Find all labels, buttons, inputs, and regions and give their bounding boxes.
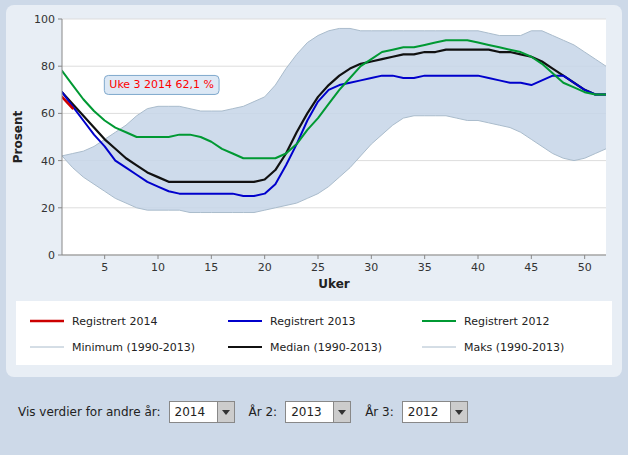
dropdown-arrow[interactable]: [333, 402, 350, 422]
y-axis: [62, 19, 63, 255]
tick: [478, 255, 479, 259]
x-axis: [62, 255, 606, 256]
tick: [58, 19, 62, 20]
legend-entry: Registrert 2012: [464, 315, 549, 328]
series-line: [62, 76, 606, 196]
dropdown-value: 2013: [291, 405, 322, 419]
tick-label: 40: [41, 155, 55, 168]
legend-entry: Maks (1990-2013): [464, 341, 564, 354]
dropdown-value: 2012: [408, 405, 439, 419]
x-axis-label: Uker: [318, 277, 350, 291]
legend-background: [16, 301, 612, 365]
tick-label: 100: [34, 13, 55, 26]
legend-entry: Median (1990-2013): [270, 341, 382, 354]
tick-label: 10: [151, 261, 165, 274]
dropdown[interactable]: 2013: [285, 401, 351, 423]
tick-label: 50: [578, 261, 592, 274]
legend-entry: Minimum (1990-2013): [72, 341, 195, 354]
legend-swatch: [422, 347, 456, 348]
legend-swatch: [228, 346, 262, 348]
series-line: [62, 97, 73, 109]
legend: Registrert 2014 Registrert 2013 Registrert…: [16, 301, 612, 365]
tick: [531, 255, 532, 259]
tick: [211, 255, 212, 259]
legend-entry: Registrert 2013: [270, 315, 355, 328]
plot-background: [62, 19, 606, 255]
dropdown[interactable]: 2012: [402, 401, 468, 423]
tick-label: 25: [311, 261, 325, 274]
tick: [584, 255, 585, 259]
tick: [318, 255, 319, 259]
chart: 0 20 40 60 80 100 5 10 15 20 25 30 35 40 45 50 Uker Prose…: [6, 5, 622, 377]
tick: [371, 255, 372, 259]
tick-label: 40: [471, 261, 485, 274]
tick-label: 60: [41, 107, 55, 120]
card: 0 20 40 60 80 100 5 10 15 20 25 30 35 40 45 50 Uker Prose…: [6, 5, 622, 377]
tick-label: 0: [48, 249, 55, 262]
tick: [58, 207, 62, 208]
tick-label: 20: [41, 202, 55, 215]
tick-label: 35: [418, 261, 432, 274]
tick: [58, 160, 62, 161]
tick: [158, 255, 159, 259]
tick: [264, 255, 265, 259]
tick-label: 15: [204, 261, 218, 274]
series-line: [62, 116, 606, 213]
control-label: År 3:: [365, 405, 394, 419]
dropdown-arrow[interactable]: [450, 402, 467, 422]
series-line: [62, 40, 606, 158]
y-axis-label: Prosent: [11, 110, 25, 163]
tick-label: 5: [101, 261, 108, 274]
tick: [58, 113, 62, 114]
legend-swatch: [30, 347, 64, 348]
range-band: [62, 28, 606, 212]
dropdown[interactable]: 2014: [169, 401, 235, 423]
tick-label: 45: [524, 261, 538, 274]
dropdown-arrow[interactable]: [217, 402, 234, 422]
annotation-box: [104, 75, 219, 94]
legend-swatch: [30, 320, 64, 323]
tick: [58, 255, 62, 256]
grid-line: [62, 19, 606, 20]
dropdown-value: 2014: [175, 405, 206, 419]
tick-label: 20: [258, 261, 272, 274]
series-line: [62, 50, 606, 182]
annotation-text: Uke 3 2014 62,1 %: [109, 78, 214, 91]
control-label: Vis verdier for andre år:: [18, 405, 161, 419]
tick: [424, 255, 425, 259]
plot-area: [62, 28, 606, 212]
annotation: Uke 3 2014 62,1 %: [104, 75, 219, 94]
control-label: År 2:: [249, 405, 278, 419]
tick: [104, 255, 105, 259]
grid-line: [62, 255, 606, 256]
controls: Vis verdier for andre år: 2014 År 2: 2013 År…: [18, 392, 468, 432]
tick-label: 30: [364, 261, 378, 274]
tick-label: 80: [41, 60, 55, 73]
legend-swatch: [422, 320, 456, 322]
legend-swatch: [228, 320, 262, 322]
legend-entry: Registrert 2014: [72, 315, 157, 328]
tick: [58, 66, 62, 67]
